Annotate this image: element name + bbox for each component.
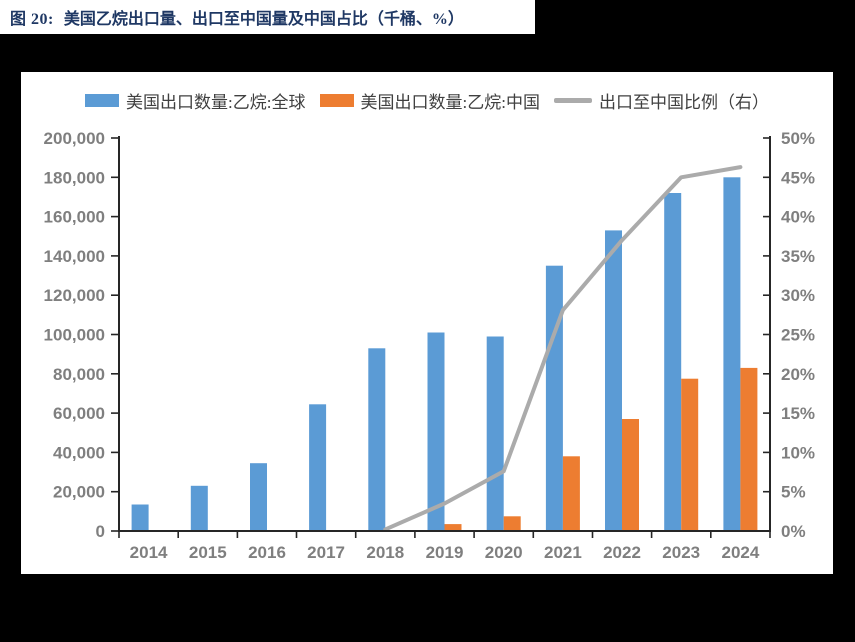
figure-title: 美国乙烷出口量、出口至中国量及中国占比（千桶、%） (63, 11, 464, 28)
right-axis-label-8: 40% (781, 208, 815, 227)
bar-china-2020 (503, 516, 521, 531)
x-label-2019: 2019 (426, 543, 464, 562)
chart-legend: 美国出口数量:乙烷:全球 美国出口数量:乙烷:中国 出口至中国比例（右） (21, 88, 833, 113)
bar-china-2023 (681, 378, 699, 531)
right-axis-label-9: 45% (781, 168, 815, 187)
right-axis-label-3: 15% (781, 404, 815, 423)
x-label-2024: 2024 (721, 543, 759, 562)
bar-global-2018 (368, 348, 386, 531)
right-axis-label-4: 20% (781, 365, 815, 384)
x-label-2017: 2017 (307, 543, 345, 562)
legend-item-1: 美国出口数量:乙烷:中国 (319, 88, 540, 113)
bar-global-2015 (190, 485, 208, 531)
figure-number: 图 20: (10, 11, 54, 28)
legend-label-0: 美国出口数量:乙烷:全球 (126, 93, 306, 112)
china-share-line (383, 165, 743, 532)
legend-item-2: 出口至中国比例（右） (553, 88, 769, 113)
bar-global-2023 (664, 193, 682, 531)
legend-label-1: 美国出口数量:乙烷:中国 (360, 93, 540, 112)
figure-title-strip: 图 20: 美国乙烷出口量、出口至中国量及中国占比（千桶、%） (0, 0, 535, 34)
bar-global-2024 (723, 177, 741, 532)
right-axis-label-7: 35% (781, 247, 815, 266)
right-axis-label-6: 30% (781, 286, 815, 305)
right-axis-label-1: 5% (781, 483, 806, 502)
legend-label-2: 出口至中国比例（右） (598, 93, 769, 112)
left-axis-label-1: 20,000 (53, 483, 105, 502)
legend-swatch-bar-1 (319, 94, 354, 107)
x-label-2015: 2015 (189, 543, 227, 562)
chart-svg: 0 20,000 40,000 60,000 80,000 100,000 120,000 1… (44, 129, 815, 562)
bar-global-2017 (309, 404, 327, 531)
x-label-2022: 2022 (603, 543, 641, 562)
left-axis-label-4: 80,000 (53, 365, 105, 384)
right-axis-label-2: 10% (781, 443, 815, 462)
bar-china-2019 (444, 524, 462, 531)
x-label-2020: 2020 (485, 543, 523, 562)
bar-china-2024 (740, 367, 758, 531)
bar-global-2020 (486, 336, 504, 531)
bar-global-2022 (605, 230, 622, 531)
bar-global-2021 (545, 265, 563, 531)
left-axis-label-5: 100,000 (44, 326, 105, 345)
left-axis-label-10: 200,000 (44, 129, 105, 148)
right-axis-label-10: 50% (781, 129, 815, 148)
left-axis-label-3: 60,000 (53, 404, 105, 423)
left-axis-label-8: 160,000 (44, 208, 105, 227)
bar-china-2021 (562, 456, 580, 531)
x-label-2023: 2023 (662, 543, 700, 562)
left-axis-label-6: 120,000 (44, 286, 105, 305)
bar-global-2016 (250, 463, 267, 531)
legend-item-0: 美国出口数量:乙烷:全球 (85, 88, 306, 113)
legend-swatch-bar-0 (85, 94, 120, 107)
x-label-2018: 2018 (366, 543, 404, 562)
bar-china-2022 (622, 419, 639, 531)
left-axis-label-7: 140,000 (44, 247, 105, 266)
x-label-2016: 2016 (248, 543, 286, 562)
chart-card: 美国出口数量:乙烷:全球 美国出口数量:乙烷:中国 出口至中国比例（右） 0 20,0… (21, 72, 833, 574)
left-axis-label-0: 0 (96, 522, 105, 541)
right-axis-label-0: 0% (781, 522, 806, 541)
legend-swatch-line-2 (553, 98, 592, 103)
left-axis-label-9: 180,000 (44, 168, 105, 187)
x-label-2014: 2014 (130, 543, 168, 562)
bar-global-2019 (427, 332, 445, 531)
bar-global-2014 (131, 504, 149, 531)
x-label-2021: 2021 (544, 543, 582, 562)
right-axis-label-5: 25% (781, 326, 815, 345)
left-axis-label-2: 40,000 (53, 443, 105, 462)
